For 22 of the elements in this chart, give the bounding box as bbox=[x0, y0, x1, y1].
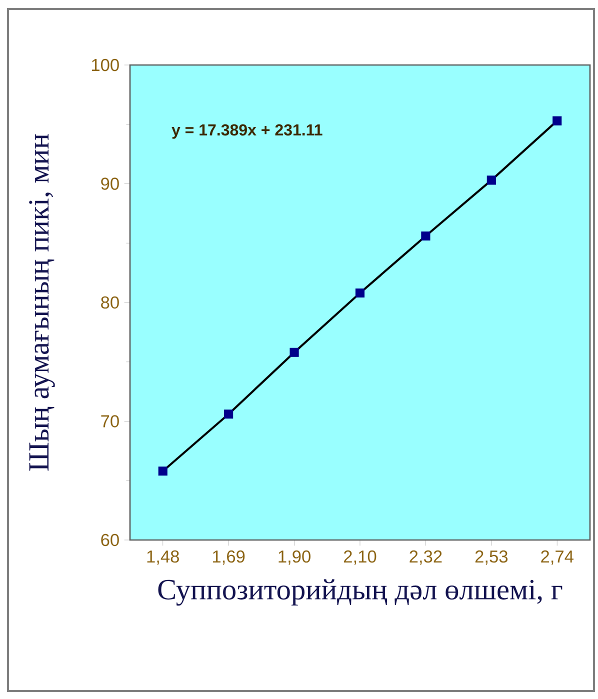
y-tick-label: 90 bbox=[101, 178, 119, 190]
x-axis-title: Суппозиторийдың дәл өлшемі, г bbox=[158, 579, 562, 606]
point bbox=[224, 410, 234, 419]
x-tick-label: 1,69 bbox=[213, 550, 245, 565]
point bbox=[421, 231, 430, 241]
point bbox=[552, 116, 562, 126]
x-tick-label: 2,10 bbox=[344, 550, 376, 565]
y-tick-label: 100 bbox=[92, 58, 119, 72]
x-tick-label: 2,53 bbox=[475, 550, 508, 565]
point bbox=[290, 348, 299, 357]
x-tick-label: 1,48 bbox=[147, 550, 179, 565]
x-tick-label: 2,74 bbox=[541, 550, 574, 565]
y-axis-title: Шың аумағының пикі, мин bbox=[29, 134, 55, 471]
point bbox=[355, 288, 365, 298]
x-tick-label: 1,90 bbox=[278, 550, 310, 565]
point bbox=[486, 176, 496, 185]
point bbox=[158, 466, 168, 476]
annotation: y = 17.389x + 231.11 bbox=[172, 124, 322, 139]
y-tick-label: 80 bbox=[101, 296, 119, 309]
y-tick-label: 60 bbox=[101, 534, 119, 546]
x-tick-label: 2,32 bbox=[410, 550, 442, 565]
y-tick-label: 70 bbox=[101, 415, 119, 428]
